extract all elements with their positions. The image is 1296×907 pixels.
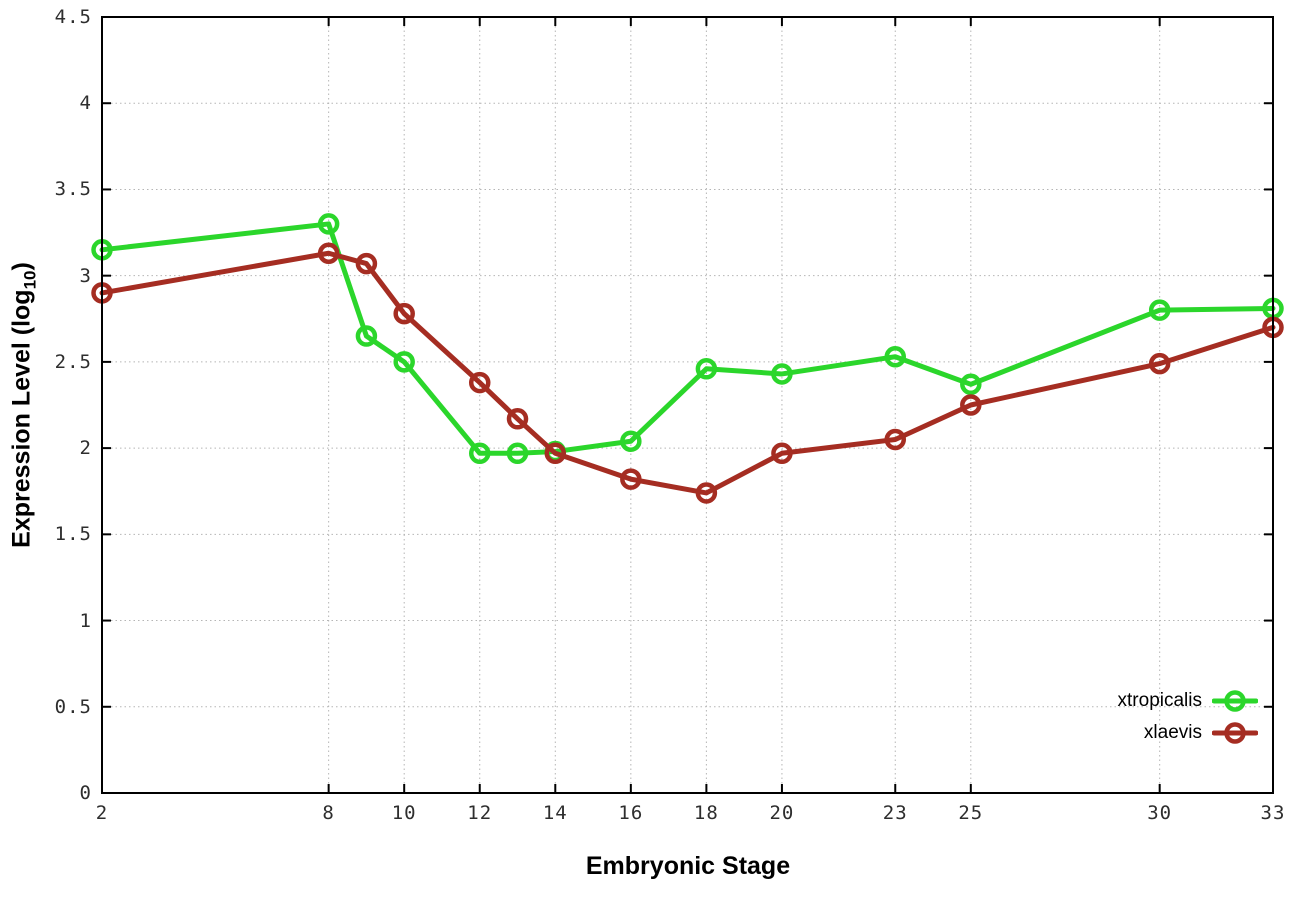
legend-marker-xlaevis-icon — [1212, 722, 1258, 744]
legend: xtropicalis xlaevis — [1118, 685, 1258, 749]
data-point-xlaevis — [620, 468, 642, 490]
data-point-xtropicalis — [1148, 299, 1171, 321]
x-tick-label: 2 — [95, 802, 109, 824]
y-tick-label: 0.5 — [54, 695, 92, 718]
y-tick-label: 4 — [79, 92, 92, 115]
x-axis-title: Embryonic Stage — [585, 852, 791, 880]
data-point-xlaevis — [960, 394, 982, 416]
data-point-xtropicalis — [771, 363, 793, 385]
series-xlaevis — [91, 242, 1284, 504]
data-point-xlaevis — [544, 442, 567, 465]
y-tick-label: 0 — [79, 782, 92, 804]
data-point-xlaevis — [771, 442, 793, 465]
y-axis-title: Expression Level (log10) — [8, 262, 41, 548]
data-point-xtropicalis — [317, 213, 340, 235]
legend-label-xtropicalis: xtropicalis — [1117, 690, 1202, 711]
data-point-xlaevis — [468, 371, 491, 394]
data-point-xtropicalis — [960, 373, 982, 396]
data-point-xlaevis — [355, 252, 378, 275]
x-tick-label: 20 — [769, 802, 795, 824]
legend-marker-xtropicalis-icon — [1212, 690, 1258, 712]
data-point-xlaevis — [884, 428, 907, 451]
gridlines — [102, 17, 1273, 793]
data-point-xtropicalis — [884, 345, 907, 368]
data-point-xlaevis — [695, 482, 718, 504]
y-axis-title-subscript: 10 — [20, 270, 40, 290]
data-point-xlaevis — [1148, 352, 1171, 375]
x-tick-label: 18 — [693, 802, 719, 824]
y-tick-label: 3 — [79, 264, 92, 287]
y-tick-label: 4.5 — [54, 6, 92, 28]
series-xtropicalis — [91, 213, 1284, 465]
data-point-xtropicalis — [393, 351, 415, 373]
x-tick-label: 25 — [958, 802, 984, 824]
plot-border — [101, 16, 1274, 794]
x-tick-label: 12 — [467, 802, 493, 824]
data-point-xtropicalis — [468, 442, 491, 465]
x-tick-label: 33 — [1260, 802, 1286, 824]
y-tick-label: 2.5 — [54, 350, 92, 373]
data-point-xlaevis — [317, 242, 340, 264]
axis-ticks — [101, 16, 1274, 794]
legend-label-xlaevis: xlaevis — [1143, 722, 1202, 743]
x-tick-label: 16 — [618, 802, 644, 824]
data-point-xtropicalis — [620, 430, 642, 452]
y-tick-label: 1.5 — [54, 523, 92, 546]
legend-item-xlaevis: xlaevis — [1118, 717, 1258, 749]
x-tick-label: 23 — [882, 802, 908, 824]
data-point-xlaevis — [393, 302, 415, 325]
data-point-xtropicalis — [355, 325, 378, 347]
y-tick-label: 3.5 — [54, 178, 92, 201]
data-point-xtropicalis — [506, 442, 529, 465]
y-axis-title-close: ) — [7, 262, 36, 271]
y-axis-title-text: Expression Level (log — [7, 289, 36, 548]
data-point-xtropicalis — [695, 358, 718, 380]
legend-item-xtropicalis: xtropicalis — [1118, 685, 1258, 717]
x-tick-label: 30 — [1147, 802, 1173, 824]
data-point-xlaevis — [506, 408, 529, 430]
y-tick-label: 1 — [79, 609, 92, 632]
x-tick-label: 10 — [391, 802, 417, 824]
x-tick-label: 14 — [542, 802, 568, 824]
x-tick-label: 8 — [322, 802, 335, 824]
y-tick-label: 2 — [79, 437, 92, 460]
